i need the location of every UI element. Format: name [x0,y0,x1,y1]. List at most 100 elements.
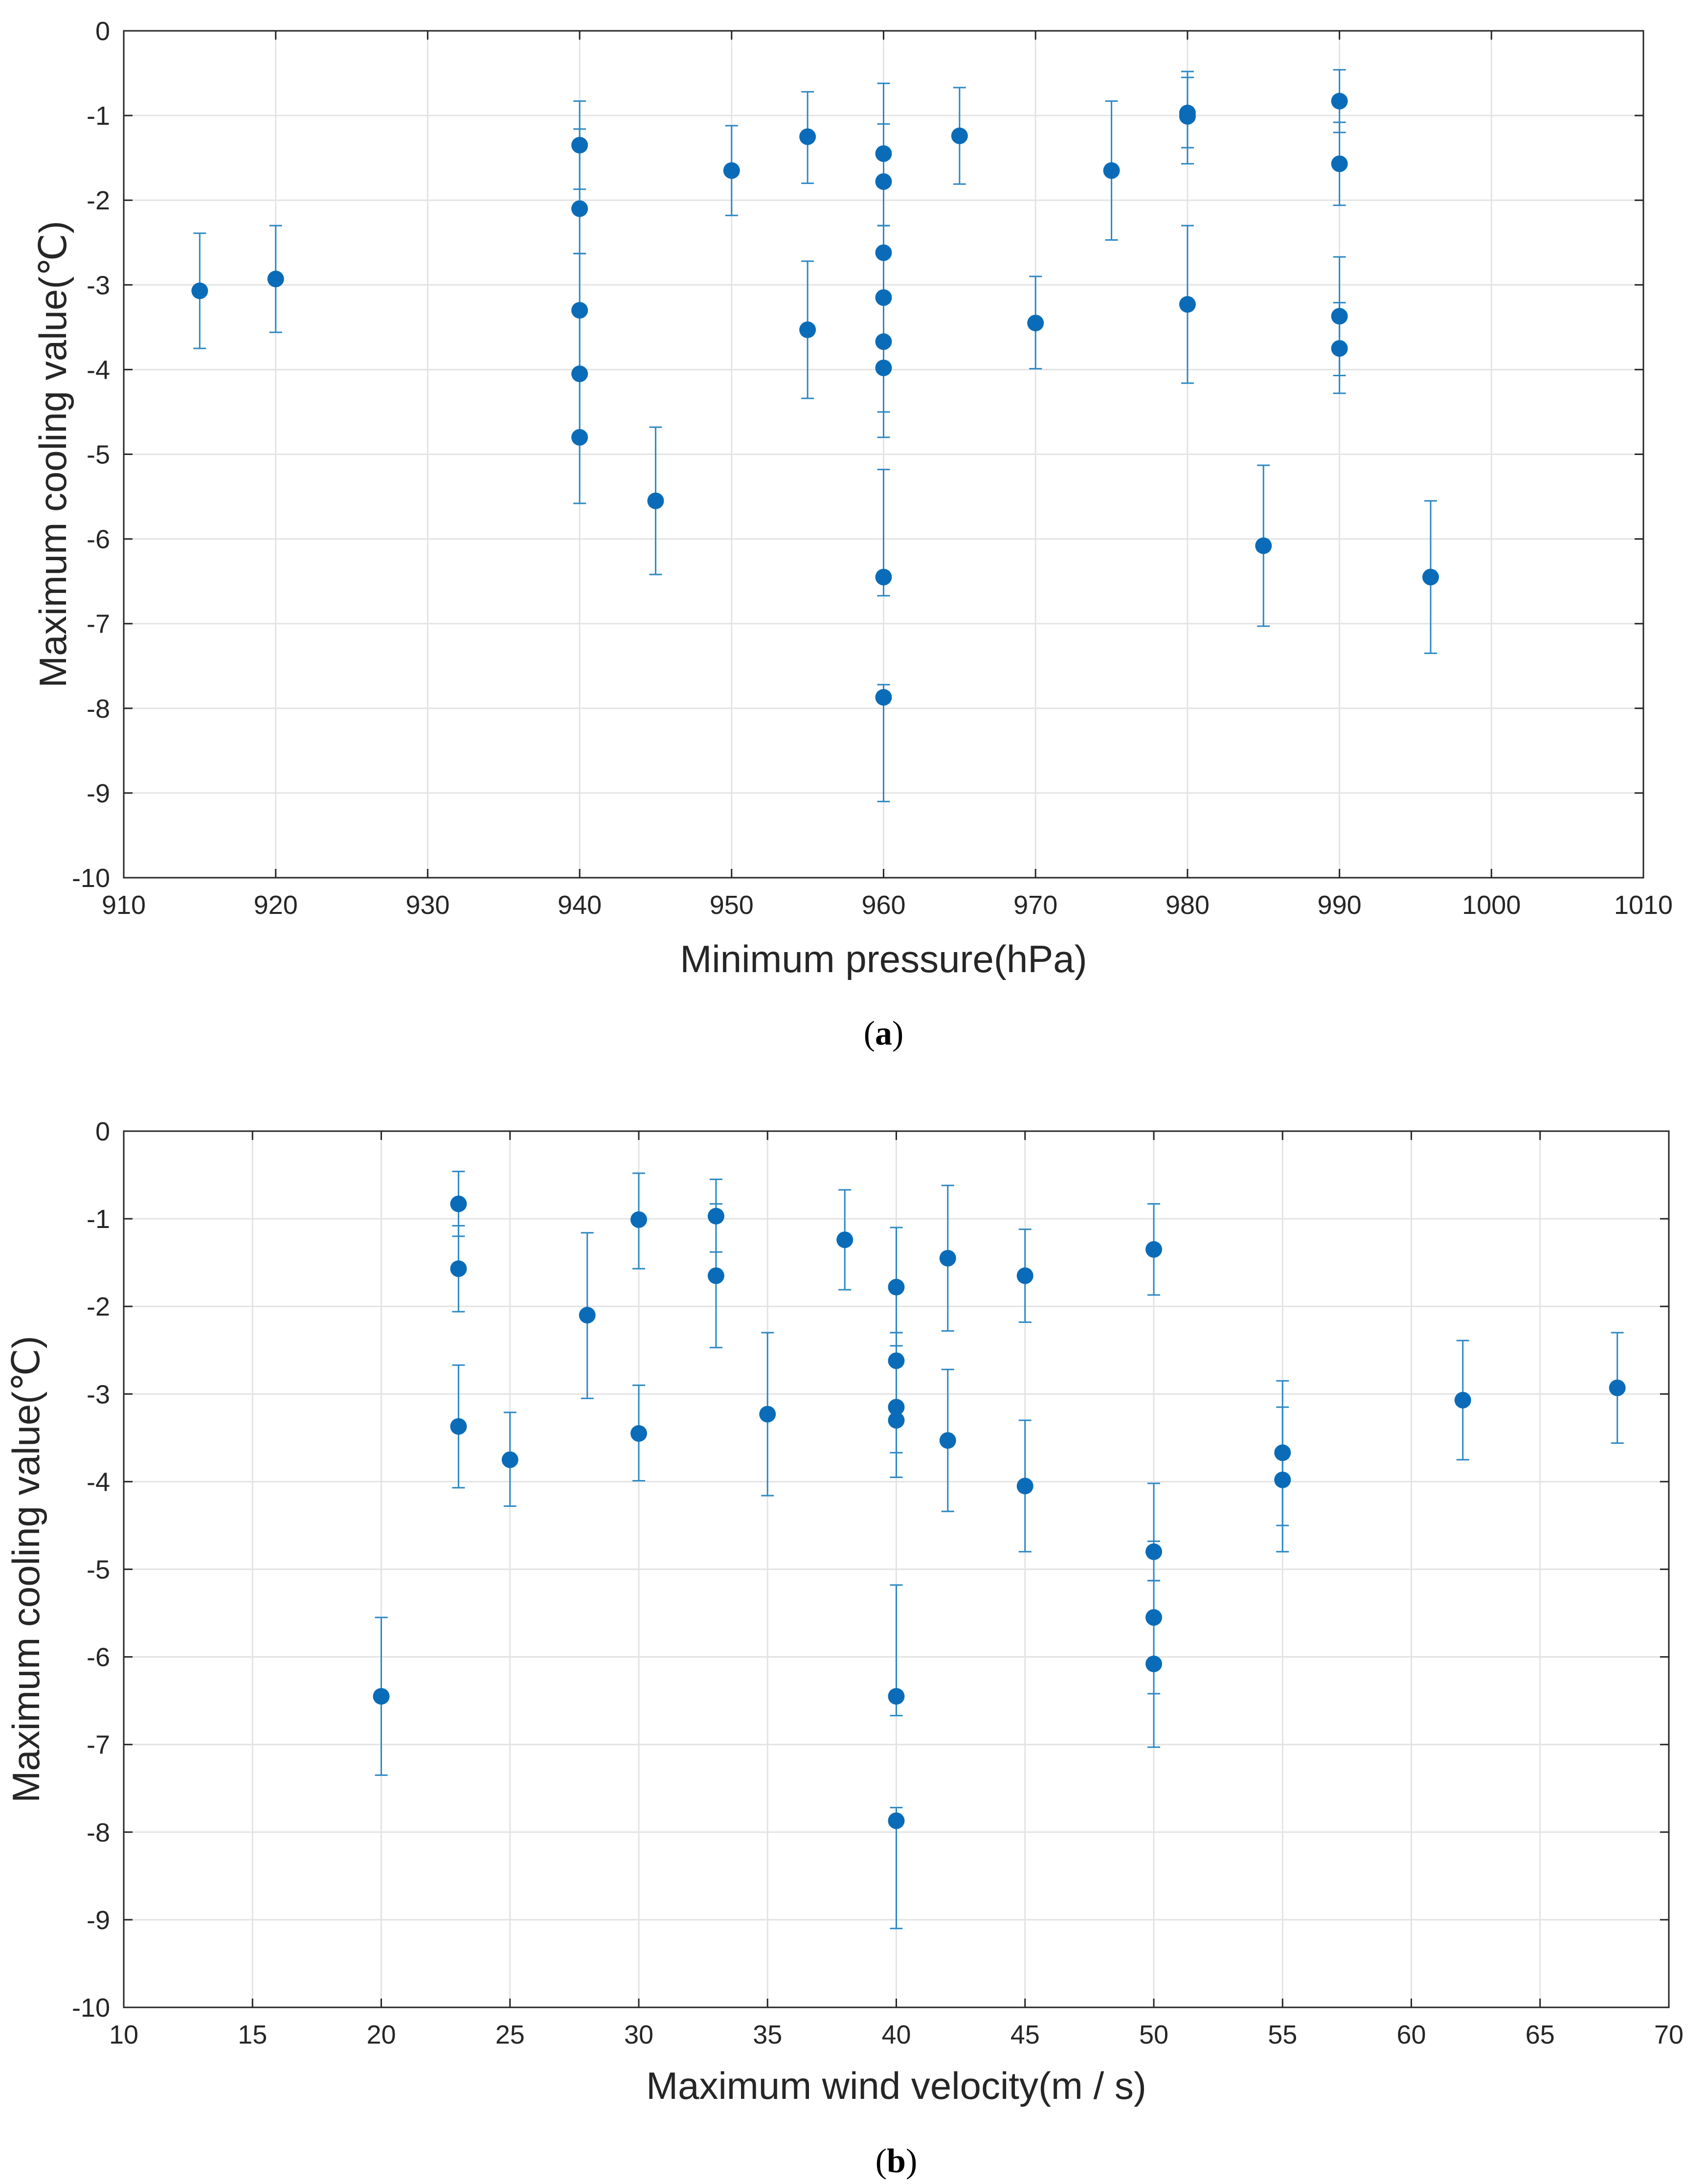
panel-a-x-tick-label: 990 [1318,890,1362,920]
panel-b-data-point [759,1406,776,1423]
panel-a-data-point [1331,340,1348,357]
panel-a-x-tick-label: 930 [405,890,449,920]
panel-b-x-tick-label: 25 [495,2020,525,2049]
panel-b-y-axis-label: Maximum cooling value(℃) [4,1336,47,1803]
panel-b-data-point [1016,1478,1033,1495]
panel-b-ticks: 10 15 20 25 30 35 40 45 50 55 60 65 70 0 -1 -2 -3 -4 -5 -6 -… [72,1117,1684,2049]
panel-a-data-point [571,302,588,319]
panel-a-data-point [571,200,588,217]
panel-a-data-point [1027,315,1044,332]
panel-a-data-point [1422,569,1439,586]
panel-b-data-point [1454,1391,1471,1409]
panel-a-y-tick-label: -10 [72,864,110,893]
panel-a-data-point [571,136,588,154]
panel-b-data-point [450,1260,467,1277]
panel-b-x-axis-label: Maximum wind velocity(m / s) [646,2064,1146,2107]
panel-b-y-tick-label: -8 [87,1818,110,1847]
panel-a-x-tick-label: 940 [558,890,602,920]
panel-b-caption-letter: b [887,2142,906,2180]
panel-b-y-tick-label: -5 [87,1555,110,1585]
panel-a-data-point [875,244,892,261]
panel-b-data-point [888,1399,905,1416]
panel-a-y-tick-label: -1 [87,101,110,131]
panel-b-data-point [888,1352,905,1369]
panel-a-y-tick-label: -6 [87,525,110,554]
panel-a-data-point [267,271,284,288]
panel-b-data-point [1145,1655,1162,1672]
panel-b-y-tick-label: -3 [87,1380,110,1409]
panel-b-x-tick-label: 20 [366,2020,396,2049]
panel-b-chart: 10 15 20 25 30 35 40 45 50 55 60 65 70 0 -1 -2 -3 -4 -5 -6 -… [4,1117,1684,2180]
panel-b-data-point [450,1418,467,1435]
panel-b-x-tick-label: 50 [1139,2020,1168,2049]
panel-a-y-tick-label: -8 [87,694,110,724]
panel-a-y-tick-label: -7 [87,610,110,639]
panel-b-y-tick-label: -4 [87,1467,110,1497]
panel-b-x-tick-label: 60 [1396,2020,1426,2049]
panel-b-y-tick-label: -9 [87,1906,110,1935]
panel-b-y-tick-label: -7 [87,1730,110,1760]
panel-b-data-point [888,1688,905,1705]
panel-a-x-tick-label: 1000 [1462,890,1521,920]
panel-a-data-point [1103,162,1120,179]
panel-b-x-tick-label: 55 [1268,2020,1297,2049]
panel-a-data-point [799,321,816,339]
panel-b-caption: (b) [875,2142,918,2180]
panel-a-data-point [875,145,892,162]
panel-b-x-tick-label: 45 [1010,2020,1040,2049]
panel-a-data-point [647,492,664,509]
panel-a-x-tick-label: 920 [254,890,298,920]
panel-b-x-tick-label: 70 [1654,2020,1684,2049]
panel-a-data-point [571,429,588,446]
panel-a-data-point [875,689,892,706]
panel-a-x-tick-label: 970 [1013,890,1057,920]
panel-a-data-point [1331,155,1348,172]
panel-b-x-tick-label: 15 [238,2020,267,2049]
panel-b-x-tick-label: 40 [881,2020,911,2049]
panel-b-data-point [1274,1471,1291,1488]
panel-a-data-point [1331,92,1348,110]
panel-b-data-point [939,1432,956,1449]
panel-a-y-tick-label: -5 [87,440,110,470]
panel-a-data-point [799,128,816,145]
panel-b-data-point [450,1195,467,1212]
panel-a-y-tick-label: 0 [95,17,110,46]
panel-b-data-point [373,1688,390,1705]
panel-b-data-point [707,1267,724,1284]
panel-a-x-tick-label: 910 [102,890,146,920]
panel-a-data-point [875,333,892,350]
panel-b-y-tick-label: -2 [87,1292,110,1321]
panel-a-x-tick-label: 960 [861,890,905,920]
panel-b-data-point [888,1812,905,1829]
panel-b-x-tick-label: 30 [624,2020,653,2049]
panel-b-y-tick-label: 0 [95,1117,110,1146]
panel-a-y-axis-label: Maximum cooling value(℃) [31,221,74,688]
panel-b-markers [373,1195,1626,1829]
panel-b-data-point [630,1211,647,1228]
panel-b-data-point [1145,1543,1162,1560]
panel-a-markers [191,92,1439,706]
panel-a-x-axis-label: Minimum pressure(hPa) [680,937,1087,980]
panel-a-data-point [571,365,588,383]
panel-b-y-tick-label: -10 [72,1993,110,2023]
panel-b-data-point [836,1231,853,1249]
panel-a-data-point [1331,308,1348,325]
panel-b-data-point [888,1412,905,1429]
panel-b-x-tick-label: 65 [1526,2020,1555,2049]
panel-b-x-tick-label: 35 [753,2020,782,2049]
panel-a-data-point [191,282,208,299]
panel-a-data-point [875,359,892,376]
panel-a-data-point [875,289,892,306]
panel-a-y-tick-label: -2 [87,186,110,215]
panel-a-ticks: 910 920 930 940 950 960 970 980 990 1000 1010 0 -1 -2… [72,17,1673,920]
panel-a-data-point [1179,296,1196,313]
panel-b-data-point [888,1278,905,1296]
panel-a-chart: 910 920 930 940 950 960 970 980 990 1000 1010 0 -1 -2… [31,17,1673,1052]
panel-a-x-tick-label: 950 [710,890,754,920]
panel-b-data-point [1145,1241,1162,1258]
panel-a-data-point [1179,108,1196,125]
panel-b-data-point [707,1207,724,1225]
panel-b-data-point [939,1250,956,1267]
panel-b-data-point [1274,1444,1291,1461]
